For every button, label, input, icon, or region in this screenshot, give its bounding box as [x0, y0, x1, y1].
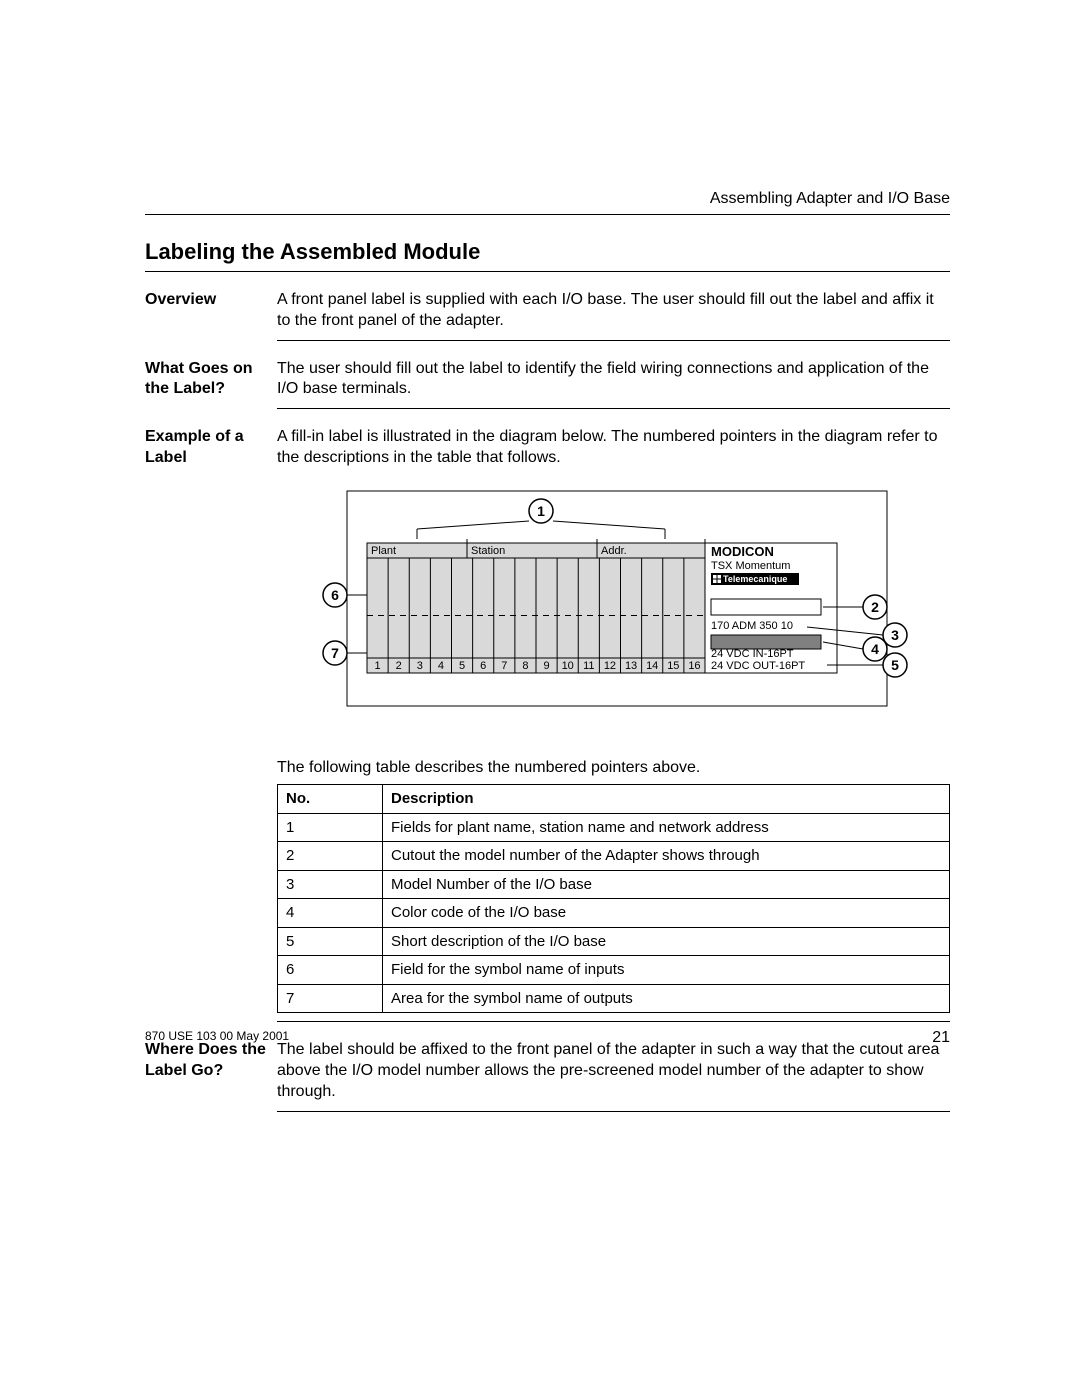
- section-rule: [277, 408, 950, 409]
- section-label-whatgoes: What Goes on the Label?: [145, 359, 277, 401]
- header-breadcrumb: Assembling Adapter and I/O Base: [145, 190, 950, 208]
- svg-text:2: 2: [871, 599, 879, 615]
- svg-text:4: 4: [871, 641, 879, 657]
- section-label-overview: Overview: [145, 290, 277, 311]
- table-row: 4Color code of the I/O base: [278, 899, 950, 928]
- table-head-no: No.: [278, 785, 383, 814]
- section-rule: [277, 1111, 950, 1112]
- svg-text:Addr.: Addr.: [601, 545, 627, 557]
- svg-text:14: 14: [646, 660, 658, 672]
- svg-text:10: 10: [562, 660, 574, 672]
- svg-text:6: 6: [480, 660, 486, 672]
- example-text: A fill-in label is illustrated in the di…: [277, 427, 950, 469]
- header-rule: [145, 214, 950, 215]
- svg-text:6: 6: [331, 587, 339, 603]
- section-rule: [277, 340, 950, 341]
- overview-text: A front panel label is supplied with eac…: [277, 290, 950, 332]
- table-row: 2Cutout the model number of the Adapter …: [278, 842, 950, 871]
- footer-doc: 870 USE 103 00 May 2001: [145, 1029, 289, 1047]
- svg-text:MODICON: MODICON: [711, 544, 774, 559]
- svg-text:13: 13: [625, 660, 637, 672]
- svg-text:2: 2: [396, 660, 402, 672]
- table-caption: The following table describes the number…: [277, 758, 950, 779]
- svg-text:24 VDC OUT-16PT: 24 VDC OUT-16PT: [711, 660, 805, 672]
- svg-text:TSX Momentum: TSX Momentum: [711, 560, 790, 572]
- where-text: The label should be affixed to the front…: [277, 1040, 950, 1102]
- whatgoes-text: The user should fill out the label to id…: [277, 359, 950, 401]
- table-row: 3Model Number of the I/O base: [278, 870, 950, 899]
- svg-text:15: 15: [667, 660, 679, 672]
- table-head-desc: Description: [383, 785, 950, 814]
- svg-text:5: 5: [459, 660, 465, 672]
- svg-text:12: 12: [604, 660, 616, 672]
- svg-text:170 ADM 350 10: 170 ADM 350 10: [711, 620, 793, 632]
- svg-text:4: 4: [438, 660, 444, 672]
- svg-text:3: 3: [417, 660, 423, 672]
- svg-text:Station: Station: [471, 545, 505, 557]
- table-row: 1Fields for plant name, station name and…: [278, 813, 950, 842]
- svg-text:3: 3: [891, 627, 899, 643]
- svg-text:9: 9: [544, 660, 550, 672]
- svg-text:8: 8: [522, 660, 528, 672]
- svg-text:Plant: Plant: [371, 545, 396, 557]
- svg-text:7: 7: [501, 660, 507, 672]
- svg-text:1: 1: [375, 660, 381, 672]
- title-rule: [145, 271, 950, 272]
- svg-text:11: 11: [583, 660, 594, 672]
- svg-text:1: 1: [537, 503, 545, 519]
- section-rule: [277, 1021, 950, 1022]
- svg-text:24 VDC IN-16PT: 24 VDC IN-16PT: [711, 648, 794, 660]
- page-title: Labeling the Assembled Module: [145, 239, 950, 265]
- pointer-table: No. Description 1Fields for plant name, …: [277, 784, 950, 1013]
- label-diagram: PlantStationAddr.12345678910111213141516…: [295, 481, 950, 748]
- svg-text:16: 16: [688, 660, 700, 672]
- svg-text:Telemecanique: Telemecanique: [723, 574, 787, 584]
- svg-text:5: 5: [891, 657, 899, 673]
- footer-page: 21: [932, 1029, 950, 1047]
- section-label-example: Example of a Label: [145, 427, 277, 469]
- svg-text:7: 7: [331, 645, 339, 661]
- table-row: 7Area for the symbol name of outputs: [278, 984, 950, 1013]
- table-row: 5Short description of the I/O base: [278, 927, 950, 956]
- table-row: 6Field for the symbol name of inputs: [278, 956, 950, 985]
